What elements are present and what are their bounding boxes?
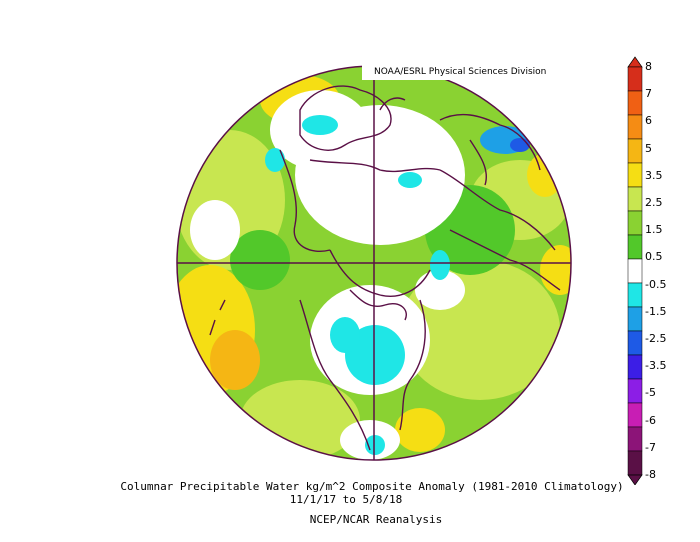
legend-tick-label: 3.5	[645, 168, 663, 182]
legend-swatch	[627, 66, 643, 92]
legend-swatch	[627, 186, 643, 212]
legend-swatch	[627, 282, 643, 308]
legend-tick-label: 8	[645, 60, 652, 73]
legend-tick-label: -1.5	[645, 304, 667, 318]
legend-tick-label: 5	[645, 141, 652, 155]
caption-source: NCEP/NCAR Reanalysis	[309, 513, 443, 526]
legend-swatch	[627, 258, 643, 284]
legend-swatch	[627, 162, 643, 188]
legend-tick-label: 6	[645, 114, 652, 128]
legend-tick-label: -5	[645, 386, 656, 400]
legend-tick-label: -2.5	[645, 332, 667, 345]
legend-swatch	[627, 402, 643, 428]
legend-swatch	[627, 378, 643, 404]
legend-swatch	[627, 306, 643, 332]
legend-swatch	[627, 210, 643, 236]
legend-colorbar	[627, 56, 643, 486]
color-legend: 8 7 6 5 3.5 2.5 1.5 0.5 -0.5 -1.5 -2.5 -3.5 -5 -6 -7 -8	[625, 55, 700, 486]
legend-tick-label: -6	[645, 413, 656, 427]
legend-tick-label: 0.5	[645, 250, 663, 264]
legend-tick-label: -0.5	[645, 277, 667, 291]
legend-swatch	[627, 114, 643, 140]
caption-dates: 11/1/17 to 5/8/18	[289, 493, 403, 506]
legend-tick-label: -3.5	[645, 359, 667, 373]
legend-swatch	[627, 234, 643, 260]
legend-swatch	[627, 450, 643, 476]
legend-swatch	[627, 138, 643, 164]
legend-swatch	[627, 426, 643, 452]
legend-swatch	[627, 354, 643, 380]
legend-swatch	[627, 90, 643, 116]
legend-tick-label: 7	[645, 87, 652, 101]
legend-swatch	[627, 330, 643, 356]
coastlines	[209, 85, 561, 451]
credit-label: NOAA/ESRL Physical Sciences Division	[362, 65, 582, 80]
legend-arrow-bottom	[627, 474, 643, 486]
legend-arrow-top	[627, 56, 643, 68]
anomaly-field	[177, 66, 571, 460]
caption-title: Columnar Precipitable Water kg/m^2 Compo…	[120, 480, 624, 493]
legend-tick-label: -7	[645, 440, 656, 454]
legend-tick-label: -8	[645, 468, 656, 481]
legend-tick-label: 1.5	[645, 223, 663, 237]
legend-tick-label: 2.5	[645, 196, 663, 209]
